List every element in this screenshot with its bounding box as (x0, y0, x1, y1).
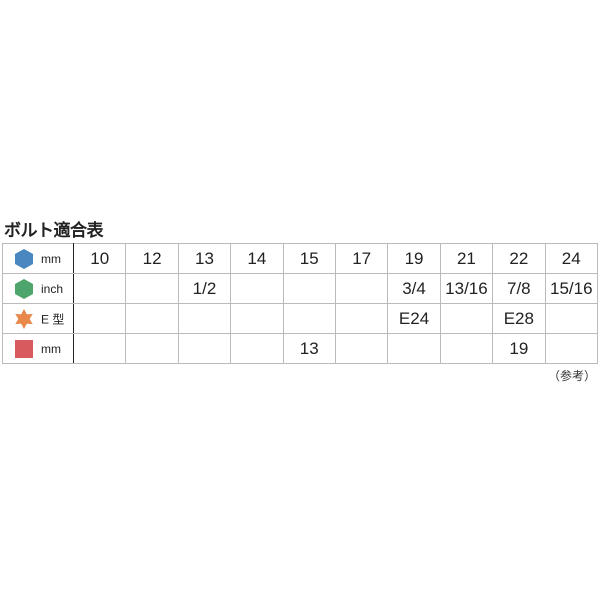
table-cell: 14 (230, 243, 284, 274)
row-label-text: inch (41, 281, 64, 296)
table-cell: 15 (282, 243, 336, 274)
table-cell: 1/2 (177, 273, 232, 304)
table-cell: 22 (492, 243, 546, 274)
reference-note: （参考） (547, 369, 596, 383)
table-cell (72, 273, 127, 304)
table-cell (230, 303, 284, 334)
table-cell: 15/16 (544, 273, 599, 304)
table-cell: 3/4 (387, 273, 441, 304)
table-cell (72, 333, 127, 364)
table-row: mm 13 19 (2, 333, 599, 364)
table-cell (439, 333, 494, 364)
table-cell: 24 (544, 243, 599, 274)
table-cell (125, 333, 179, 364)
table-cell (282, 273, 336, 304)
bolt-compatibility-table: mm 10 12 13 14 15 17 19 21 22 24 inch 1/2 3/4 13/16 7/8… (2, 243, 599, 364)
table-cell (387, 333, 441, 364)
table-cell: 21 (439, 243, 494, 274)
table-cell: 10 (72, 243, 127, 274)
table-cell (125, 303, 179, 334)
table-cell (334, 273, 389, 304)
table-cell (177, 303, 232, 334)
table-cell: 13 (177, 243, 232, 274)
table-cell (282, 303, 336, 334)
table-cell (230, 333, 284, 364)
row-label-text: mm (41, 341, 61, 356)
table-row: E 型 E24 E28 (2, 303, 599, 334)
table-cell: 13/16 (439, 273, 494, 304)
hexagon-icon (15, 248, 33, 269)
table-cell: 12 (125, 243, 179, 274)
star-icon (15, 308, 33, 329)
row-label: mm (2, 243, 74, 274)
table-cell (544, 333, 599, 364)
table-cell: E24 (387, 303, 441, 334)
row-label-text: mm (41, 251, 61, 266)
square-icon (15, 339, 33, 358)
table-cell: E28 (492, 303, 546, 334)
table-cell: 19 (492, 333, 546, 364)
table-cell: 19 (387, 243, 441, 274)
row-label-text: E 型 (41, 312, 65, 326)
table-cell (439, 303, 494, 334)
table-cell (334, 303, 389, 334)
row-label: inch (2, 273, 74, 304)
table-cell (334, 333, 389, 364)
table-cell: 13 (282, 333, 336, 364)
table-cell: 7/8 (492, 273, 546, 304)
table-cell: 17 (334, 243, 389, 274)
row-label: E 型 (2, 303, 74, 334)
table-cell (177, 333, 232, 364)
table-row: inch 1/2 3/4 13/16 7/8 15/16 (2, 273, 599, 304)
hexagon-icon (15, 278, 33, 299)
page-title: ボルト適合表 (4, 221, 104, 241)
row-label: mm (2, 333, 74, 364)
table-row: mm 10 12 13 14 15 17 19 21 22 24 (2, 243, 599, 274)
table-cell (544, 303, 599, 334)
table-cell (72, 303, 127, 334)
table-cell (125, 273, 179, 304)
table-cell (230, 273, 284, 304)
